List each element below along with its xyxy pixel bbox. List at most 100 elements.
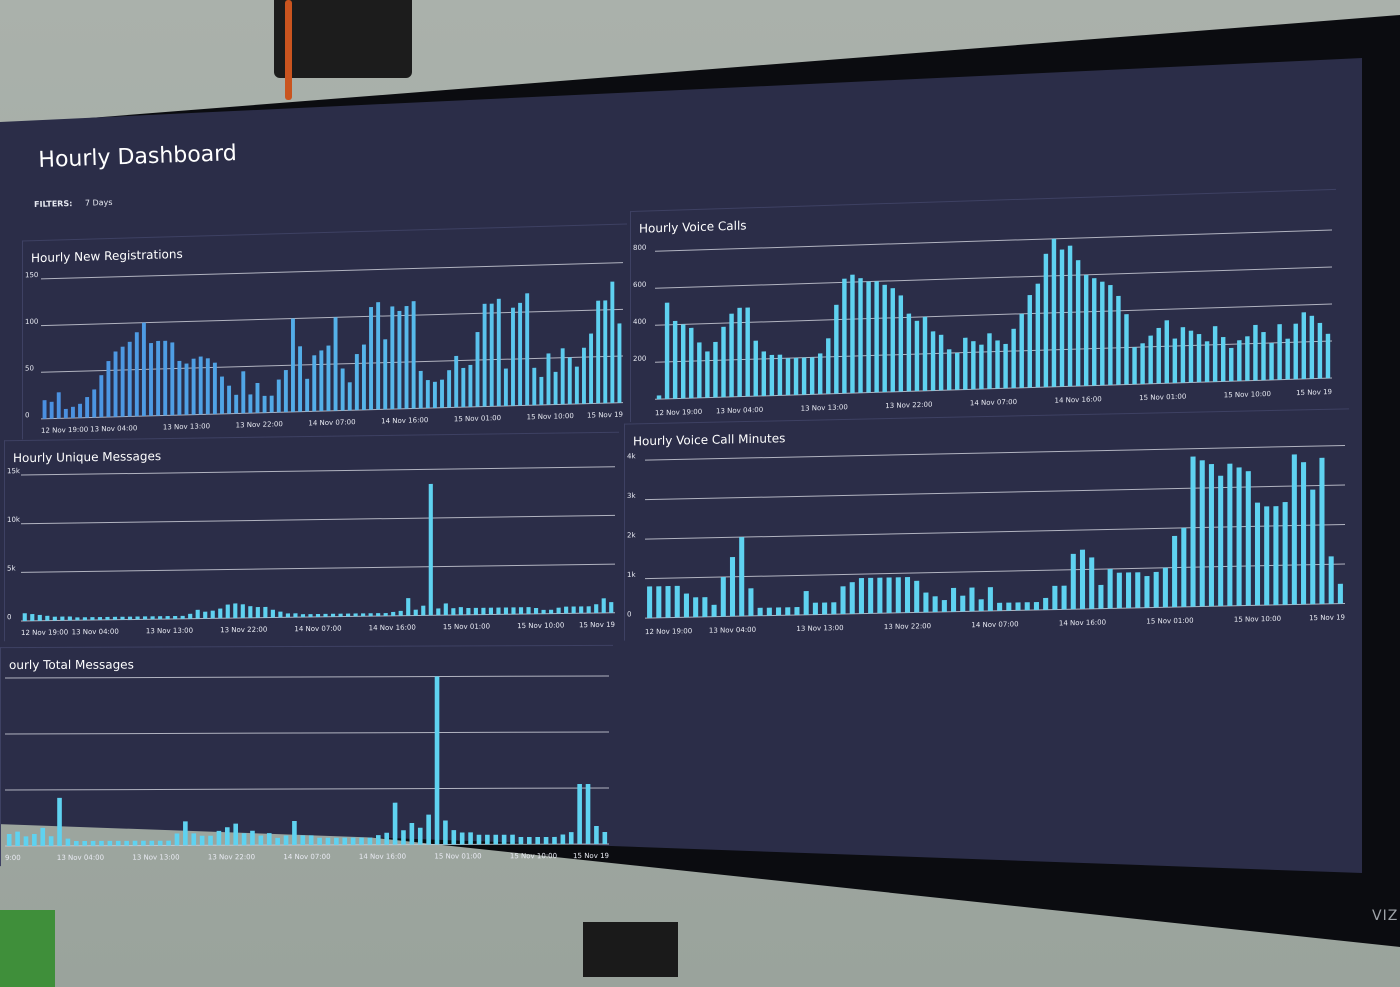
bar	[149, 342, 153, 416]
bar	[932, 596, 938, 613]
bar	[1218, 475, 1224, 607]
gridline	[5, 675, 609, 679]
bar	[156, 340, 161, 416]
wall-cable	[285, 0, 292, 100]
bar	[1236, 467, 1242, 606]
gridline	[5, 731, 609, 735]
x-tick-label: 15 Nov 19	[587, 411, 623, 420]
bar	[1208, 464, 1214, 607]
bar	[1006, 602, 1012, 611]
bar	[346, 613, 351, 617]
bar	[468, 832, 473, 845]
bar	[571, 606, 576, 614]
bar	[674, 585, 680, 618]
bar	[1269, 342, 1274, 381]
gridline	[21, 514, 615, 525]
bar	[150, 616, 155, 620]
bar	[359, 837, 364, 845]
bar	[822, 602, 828, 615]
bar	[220, 376, 224, 414]
chart-new-registrations: 0 50 100 150 12 Nov 19:00 13 Nov 04:00 13 Nov …	[25, 262, 623, 435]
bar	[141, 840, 146, 846]
bar	[518, 302, 523, 406]
bar	[697, 342, 702, 398]
bar	[283, 370, 288, 413]
bar	[57, 797, 62, 846]
bar	[163, 340, 168, 416]
bar	[120, 346, 125, 417]
bar	[890, 288, 895, 392]
bar	[922, 316, 928, 391]
bar	[443, 603, 448, 616]
bar	[225, 604, 230, 619]
bar	[1199, 460, 1205, 607]
bar	[488, 607, 494, 615]
bar	[30, 614, 35, 621]
bar	[426, 814, 431, 845]
bar	[241, 833, 247, 846]
bar	[665, 586, 671, 618]
bar	[305, 378, 310, 412]
bar	[1067, 245, 1073, 387]
bar	[195, 609, 200, 619]
bar	[275, 837, 280, 846]
bar	[617, 323, 622, 403]
bar	[1172, 535, 1178, 608]
monitor-brand-label: VIZ	[1372, 908, 1399, 924]
bar	[963, 337, 968, 390]
bar	[938, 334, 944, 391]
bar	[233, 823, 239, 846]
x-tick-label: 13 Nov 13:00	[796, 624, 843, 633]
y-tick-label: 3k	[627, 492, 636, 500]
bar	[849, 582, 855, 614]
bar	[713, 341, 718, 398]
bar	[376, 302, 381, 410]
bar	[794, 607, 800, 616]
bar	[594, 604, 599, 614]
bar	[574, 366, 579, 405]
panel-voice-call-minutes: Hourly Voice Call Minutes 0 1k 2k 3k 4k 12 No…	[624, 408, 1349, 641]
bar	[174, 833, 180, 846]
bar	[1253, 324, 1258, 381]
bar	[1204, 341, 1210, 383]
bar	[319, 350, 324, 412]
bar	[1156, 327, 1161, 384]
bar	[757, 607, 763, 616]
bar	[283, 835, 289, 846]
bar	[518, 837, 524, 845]
bar	[45, 615, 50, 621]
bar	[535, 836, 541, 845]
bar	[729, 557, 736, 617]
bar	[258, 835, 264, 846]
bar	[203, 611, 208, 619]
bar	[518, 607, 524, 615]
gridline	[655, 266, 1332, 289]
bar	[801, 357, 807, 395]
bar	[549, 609, 554, 614]
bar	[401, 830, 406, 845]
gridline	[21, 466, 615, 476]
bar	[127, 341, 132, 417]
bar	[877, 577, 883, 614]
bar	[979, 344, 984, 390]
gridline	[21, 563, 615, 573]
bar	[1019, 313, 1024, 388]
bar	[73, 840, 79, 846]
bar	[904, 577, 911, 613]
bar	[951, 587, 957, 612]
bar	[392, 802, 398, 845]
bar	[411, 301, 416, 409]
bar	[1052, 585, 1058, 610]
filters-value[interactable]: 7 Days	[84, 197, 113, 208]
bar	[113, 351, 118, 417]
bar	[92, 389, 97, 418]
bar	[353, 613, 358, 617]
x-tick-label: 12 Nov 19:00	[645, 627, 692, 636]
bar	[567, 357, 572, 405]
bar	[425, 380, 430, 409]
y-tick-label: 0	[25, 411, 29, 419]
y-tick-label: 1k	[627, 571, 636, 579]
bar	[858, 278, 863, 393]
bar	[234, 394, 239, 414]
x-tick-label: 14 Nov 16:00	[381, 416, 428, 425]
